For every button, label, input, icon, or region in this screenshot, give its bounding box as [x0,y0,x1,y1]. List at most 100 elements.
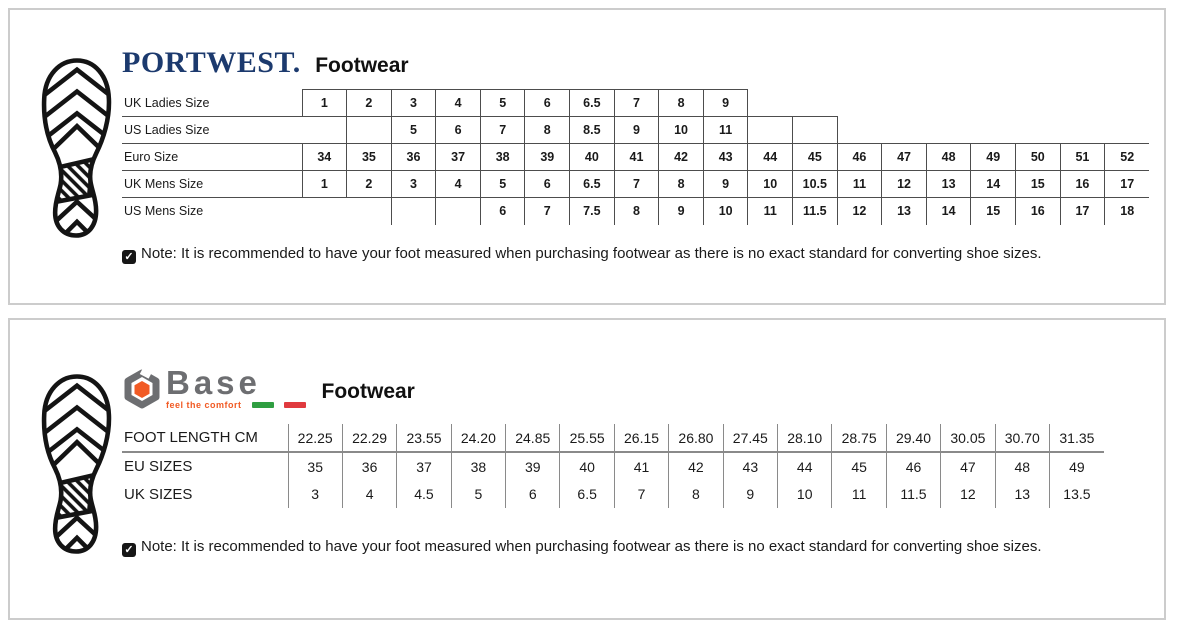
size-cell: 10 [747,170,794,198]
size-cell: 31.35 [1048,424,1104,453]
size-cell: 40 [559,452,615,480]
size-cell: 11 [747,197,794,225]
size-cell [302,197,392,225]
size-cell: 1 [301,89,348,117]
portwest-note: ✓ Note: It is recommended to have your fo… [122,245,1041,264]
base-panel: Base feel the comfort Footwear FOOT LENG… [8,318,1166,620]
size-cell: 12 [881,170,927,198]
size-cell: 49 [970,143,1016,171]
empty-cell [1016,90,1061,117]
table-row: US Ladies Size 5 6 7 8 8.5 9 10 11 [122,116,1149,144]
size-cell: 30.70 [994,424,1050,453]
size-cell: 43 [722,452,778,480]
size-cell: 18 [1104,197,1150,225]
row-label: US Ladies Size [122,116,302,144]
size-cell: 6.5 [569,89,615,117]
size-cell: 50 [1015,143,1061,171]
size-cell: 26.80 [668,424,724,453]
empty-cell [793,90,838,117]
size-cell: 37 [396,452,452,480]
size-cell: 38 [479,143,526,171]
size-cell: 7.5 [569,197,615,225]
size-cell: 5 [479,89,526,117]
checked-box-icon: ✓ [122,543,136,557]
table-row: UK SIZES 3 4 4.5 5 6 6.5 7 8 9 10 11 11.5 12 13 13.5 [122,480,1104,508]
size-cell: 11.5 [792,197,838,225]
size-cell: 41 [613,452,669,480]
size-cell: 6 [479,197,526,225]
size-cell: 6 [524,89,571,117]
size-cell: 35 [346,143,392,171]
size-cell: 10 [702,197,749,225]
size-cell: 7 [479,116,526,144]
size-cell: 10.5 [792,170,838,198]
row-label: US Mens Size [124,204,204,219]
size-cell: 43 [702,143,749,171]
base-size-table: FOOT LENGTH CM 22.25 22.29 23.55 24.20 24.85 2… [122,424,1104,508]
portwest-size-table: UK Ladies Size 1 2 3 4 5 6 6.5 7 8 9 US Ladies Size… [122,89,1150,225]
size-cell: 11 [702,116,749,144]
checked-box-icon: ✓ [122,250,136,264]
size-cell: 42 [668,452,724,480]
size-cell: 8.5 [569,116,615,144]
size-cell: 10 [658,116,704,144]
size-cell: 8 [524,116,571,144]
size-cell: 2 [346,170,392,198]
table-row: UK Ladies Size 1 2 3 4 5 6 6.5 7 8 9 [122,89,1149,117]
size-cell: 28.75 [831,424,887,453]
red-flag-bar [283,402,306,408]
size-cell: 28.10 [777,424,832,453]
size-cell: 4.5 [396,480,452,508]
size-cell: 38 [450,452,506,480]
empty-cell [971,90,1016,117]
size-cell: 5 [450,480,506,508]
empty-cell [1060,90,1105,117]
size-cell: 29.40 [885,424,941,453]
size-cell: 7 [613,89,660,117]
size-cell: 40 [569,143,615,171]
base-footwear-title: Footwear [321,380,415,403]
size-cell: 36 [390,143,437,171]
size-cell: 5 [390,116,437,144]
row-label: UK SIZES [124,485,193,503]
size-cell [792,116,838,144]
size-cell: 11.5 [885,480,941,508]
size-cell: 13.5 [1048,480,1104,508]
size-cell: 11 [836,170,883,198]
empty-cell [971,117,1016,144]
table-row: Euro Size 34 35 36 37 38 39 40 41 42 43 44 45 46 47 48 4… [122,143,1150,171]
table-row: EU SIZES 35 36 37 38 39 40 41 42 43 44 45 46 47 48 49 [122,452,1104,480]
size-cell [747,116,794,144]
portwest-footwear-title: Footwear [315,54,409,77]
size-cell: 39 [524,143,571,171]
size-cell: 22.25 [287,424,343,453]
size-cell: 16 [1015,197,1061,225]
size-cell: 48 [994,452,1050,480]
size-cell: 26.15 [613,424,669,453]
empty-cell [882,90,927,117]
base-header: Base feel the comfort Footwear [122,366,415,410]
size-cell: 14 [970,170,1016,198]
size-cell: 3 [390,89,437,117]
row-label: UK Ladies Size [122,89,302,117]
size-cell: 42 [658,143,704,171]
size-cell: 6 [505,480,560,508]
size-cell [390,197,437,225]
boot-print-icon [36,364,118,564]
size-cell: 47 [940,452,996,480]
empty-cell [837,90,882,117]
empty-cell [1016,117,1061,144]
size-cell: 23.55 [396,424,452,453]
size-cell [435,197,481,225]
size-cell: 34 [301,143,348,171]
size-cell: 14 [925,197,972,225]
size-cell: 24.85 [505,424,560,453]
table-row: US Mens Size 6 7 7.5 8 9 10 11 11.5 12 13 14 15 16 17 1… [122,197,1150,225]
size-cell [346,116,392,144]
size-cell: 22.29 [341,424,397,453]
size-cell: 35 [287,452,343,480]
empty-cell [926,117,971,144]
empty-cell [837,117,882,144]
size-cell: 46 [836,143,883,171]
